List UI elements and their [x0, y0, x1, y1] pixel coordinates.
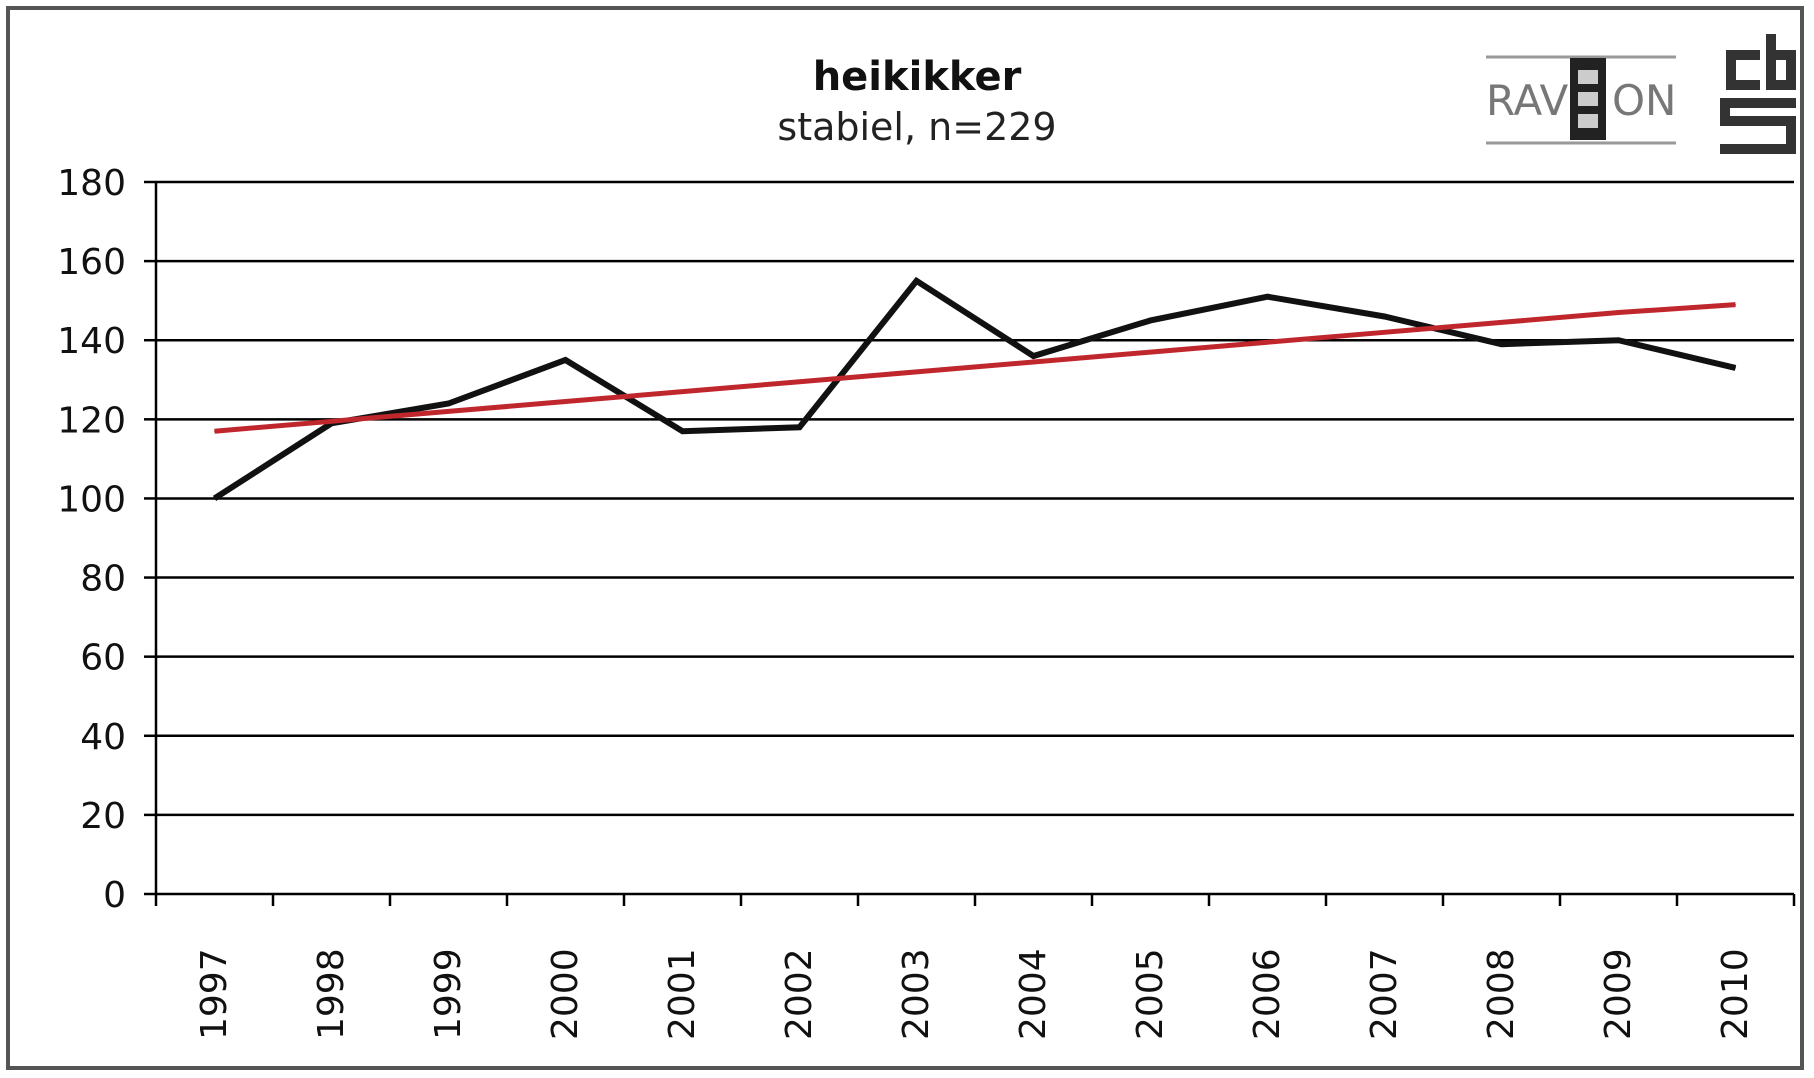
trend-point — [214, 430, 215, 432]
x-tick-label: 2008 — [1481, 948, 1522, 1040]
chart-subtitle: stabiel, n=229 — [777, 105, 1056, 149]
trend-point — [1501, 321, 1502, 323]
trend-point — [1384, 331, 1385, 333]
trend-point — [916, 371, 917, 373]
data-point — [799, 426, 800, 428]
x-tick-label: 2007 — [1364, 948, 1405, 1040]
trend-point — [448, 410, 449, 412]
ravon-logo: RAV ON — [1486, 55, 1676, 145]
trend-point — [1618, 312, 1619, 314]
x-tick-label: 1999 — [428, 948, 469, 1040]
y-tick-label: 140 — [57, 321, 126, 362]
axes — [154, 182, 1794, 896]
trend-point — [682, 391, 683, 393]
series-lines — [212, 276, 1737, 501]
data-point — [1033, 355, 1034, 357]
data-point — [1150, 319, 1151, 321]
x-tick-label: 2001 — [662, 948, 703, 1040]
y-axis-ticks: 0 20 40 60 80 100 120 140 160 180 — [57, 163, 156, 916]
y-tick-label: 160 — [57, 242, 126, 283]
trend-point — [331, 420, 332, 422]
x-tick-label: 2010 — [1715, 948, 1756, 1040]
y-tick-label: 180 — [57, 163, 126, 204]
trend-point — [1267, 341, 1268, 343]
chart-frame — [6, 6, 1804, 1070]
data-point — [1618, 339, 1619, 341]
x-tick-label: 2000 — [545, 948, 586, 1040]
ravon-logo-text-right: ON — [1612, 76, 1676, 125]
trend-point — [799, 381, 800, 383]
x-axis-ticks: 1997 1998 1999 2000 2001 2002 2003 2004 2005 2006… — [154, 894, 1796, 1040]
index-line — [212, 276, 1737, 501]
trend-line — [214, 302, 1736, 434]
y-tick-label: 60 — [80, 638, 126, 679]
data-point — [1267, 296, 1268, 298]
data-point — [1735, 367, 1736, 369]
chart-title: heikikker — [813, 54, 1022, 100]
x-tick-label: 2004 — [1013, 948, 1054, 1040]
x-tick-label: 2005 — [1130, 948, 1171, 1040]
data-point — [214, 497, 215, 499]
y-tick-label: 120 — [57, 400, 126, 441]
x-tick-label: 1998 — [311, 948, 352, 1040]
data-point — [682, 430, 683, 432]
x-tick-label: 2003 — [896, 948, 937, 1040]
x-tick-label: 2002 — [779, 948, 820, 1040]
ravon-logo-text-left: RAV — [1486, 76, 1569, 125]
x-tick-label: 2009 — [1598, 948, 1639, 1040]
trend-point — [1150, 351, 1151, 353]
trend-point — [1033, 361, 1034, 363]
x-tick-label: 1997 — [194, 948, 235, 1040]
data-point — [1501, 343, 1502, 345]
data-point — [1384, 315, 1385, 317]
trend-point — [565, 401, 566, 403]
data-point — [916, 280, 917, 282]
data-point — [565, 359, 566, 361]
y-tick-label: 20 — [80, 796, 126, 837]
x-tick-label: 2006 — [1247, 948, 1288, 1040]
y-tick-label: 0 — [103, 875, 126, 916]
cbs-logo — [1720, 34, 1796, 154]
y-tick-label: 40 — [80, 717, 126, 758]
gridlines — [156, 180, 1794, 817]
y-tick-label: 80 — [80, 559, 126, 600]
data-point — [448, 403, 449, 405]
trend-point — [1735, 304, 1736, 306]
y-tick-label: 100 — [57, 479, 126, 520]
